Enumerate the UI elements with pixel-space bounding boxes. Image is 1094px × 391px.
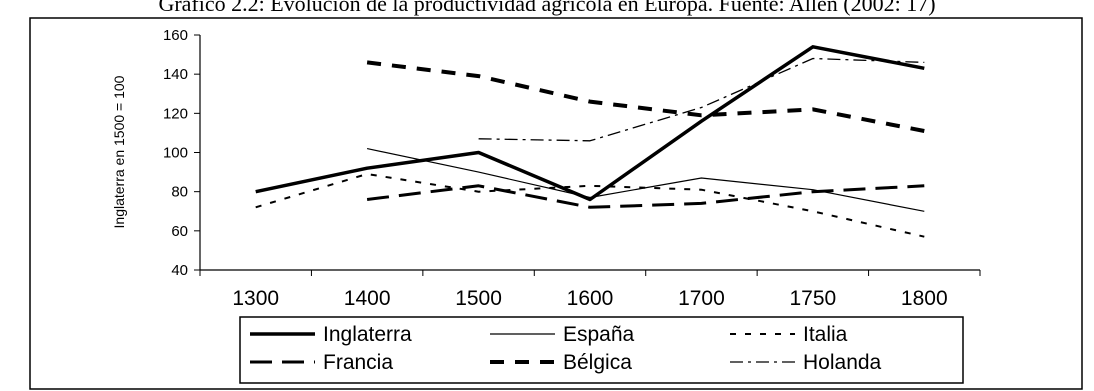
chart-caption: Gráfico 2.2: Evolución de la productivid… — [158, 0, 936, 16]
chart-frame — [29, 17, 1083, 390]
series-line — [366, 60, 925, 133]
y-tick-label: 40 — [171, 262, 188, 279]
legend-label: Francia — [323, 351, 393, 374]
series-line — [255, 45, 925, 202]
y-tick-label: 80 — [171, 184, 188, 201]
x-tick-label: 1600 — [567, 287, 614, 310]
y-tick-label: 140 — [163, 66, 188, 83]
series-line — [366, 148, 925, 212]
series-line — [478, 57, 925, 142]
legend-box — [239, 316, 964, 384]
legend-label: Holanda — [803, 351, 882, 374]
legend-label: Bélgica — [563, 351, 632, 374]
series-line — [255, 173, 925, 238]
x-tick-label: 1500 — [455, 287, 502, 310]
y-tick-label: 160 — [163, 27, 188, 44]
y-tick-label: 60 — [171, 223, 188, 240]
y-tick-label: 100 — [163, 145, 188, 162]
legend-label: Italia — [803, 323, 848, 346]
series-line — [366, 184, 925, 209]
legend-label: Inglaterra — [323, 323, 412, 346]
x-tick-label: 1300 — [232, 287, 279, 310]
y-tick-label: 120 — [163, 105, 188, 122]
x-tick-label: 1800 — [901, 287, 948, 310]
x-tick-label: 1700 — [678, 287, 725, 310]
y-axis-label: Inglaterra en 1500 = 100 — [111, 75, 127, 228]
x-tick-label: 1400 — [344, 287, 391, 310]
axes: 40 60 80 100 120 140 160 1300 1400 1500 1600 1700 17… — [163, 27, 981, 310]
legend-label: España — [563, 323, 635, 346]
legend: Inglaterra España Italia Francia Bélgica Hola… — [239, 316, 964, 384]
x-tick-label: 1750 — [789, 287, 836, 310]
series-lines — [255, 45, 925, 238]
